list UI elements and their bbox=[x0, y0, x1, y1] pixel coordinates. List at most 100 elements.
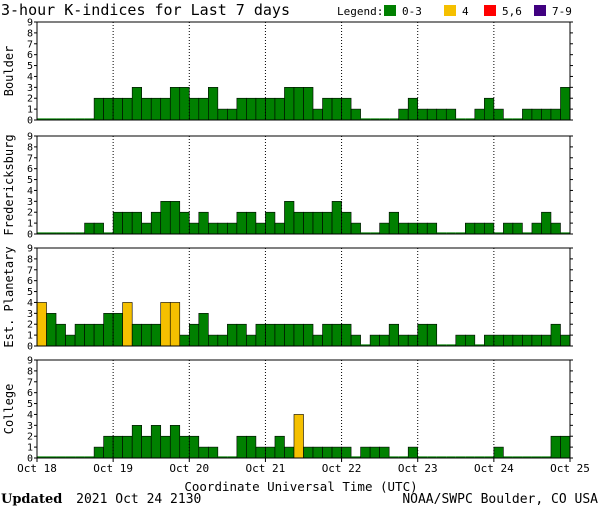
k-bar bbox=[131, 425, 142, 459]
k-bar bbox=[407, 334, 419, 347]
k-bar bbox=[426, 323, 438, 347]
k-bar bbox=[436, 232, 447, 234]
k-bar bbox=[379, 118, 390, 120]
k-bar bbox=[274, 97, 285, 121]
k-bar bbox=[84, 118, 95, 120]
k-bar bbox=[360, 446, 371, 459]
k-bar bbox=[484, 334, 495, 347]
y-tick-label: 3 bbox=[27, 421, 33, 432]
y-tick-label: 5 bbox=[27, 175, 33, 186]
k-bar bbox=[560, 232, 570, 234]
k-bar bbox=[37, 456, 47, 458]
k-bar bbox=[426, 108, 438, 121]
k-bar bbox=[112, 435, 123, 459]
y-tick-label: 0 bbox=[27, 116, 33, 127]
k-bar bbox=[284, 87, 295, 121]
k-bar bbox=[284, 201, 295, 235]
k-bar bbox=[179, 211, 190, 235]
k-bar bbox=[198, 97, 209, 121]
k-bar bbox=[103, 232, 114, 234]
k-bar bbox=[370, 232, 380, 234]
k-bar bbox=[227, 108, 238, 121]
k-bar bbox=[465, 456, 475, 458]
x-tick-label: Oct 19 bbox=[93, 462, 133, 475]
k-bar bbox=[150, 323, 162, 347]
k-bar bbox=[75, 232, 85, 234]
k-bar bbox=[360, 344, 371, 346]
k-bar bbox=[46, 232, 57, 234]
k-bar bbox=[312, 446, 323, 459]
k-bar bbox=[331, 446, 342, 459]
k-bar bbox=[474, 222, 485, 235]
k-bar bbox=[160, 435, 171, 459]
k-bar bbox=[131, 211, 142, 235]
y-tick-label: 2 bbox=[27, 94, 33, 105]
y-tick-label: 5 bbox=[27, 287, 33, 298]
k-bar bbox=[293, 323, 304, 347]
k-bar bbox=[236, 97, 247, 121]
k-bar bbox=[407, 222, 419, 235]
y-tick-label: 8 bbox=[27, 28, 33, 39]
updated-label: Updated bbox=[1, 492, 62, 507]
y-tick-label: 6 bbox=[27, 50, 33, 61]
k-bar bbox=[322, 446, 333, 459]
k-bar bbox=[455, 456, 466, 458]
k-bar bbox=[465, 222, 476, 235]
k-bar bbox=[350, 334, 361, 347]
y-tick-label: 4 bbox=[27, 186, 33, 197]
k-bar bbox=[198, 211, 209, 235]
k-bar bbox=[65, 334, 76, 347]
k-bar bbox=[84, 323, 95, 347]
x-tick-label: Oct 21 bbox=[246, 462, 286, 475]
k-bar bbox=[103, 313, 114, 347]
k-bar bbox=[398, 222, 409, 235]
k-bar bbox=[493, 334, 504, 347]
k-bar bbox=[65, 232, 76, 234]
k-bar bbox=[179, 435, 190, 459]
k-bar bbox=[303, 87, 314, 121]
k-bar bbox=[265, 211, 276, 235]
legend-label: 0-3 bbox=[402, 5, 422, 18]
panel-frame bbox=[36, 135, 571, 235]
y-tick-label: 3 bbox=[27, 197, 33, 208]
legend-swatch bbox=[484, 5, 496, 16]
k-bar bbox=[188, 97, 200, 121]
k-bar bbox=[512, 334, 523, 347]
panels: 0123456789Boulder0123456789Fredericksbur… bbox=[2, 18, 573, 465]
y-tick-label: 5 bbox=[27, 61, 33, 72]
y-tick-label: 3 bbox=[27, 83, 33, 94]
k-bar bbox=[93, 97, 104, 121]
k-bar bbox=[160, 97, 171, 121]
k-bar bbox=[169, 302, 181, 347]
y-tick-label: 0 bbox=[27, 454, 33, 465]
k-bar bbox=[265, 97, 276, 121]
k-bar bbox=[217, 108, 228, 121]
k-bar bbox=[493, 108, 504, 121]
k-bar bbox=[370, 118, 380, 120]
k-bar bbox=[350, 108, 361, 121]
k-bar bbox=[550, 435, 561, 459]
k-bar bbox=[93, 222, 104, 235]
legend: Legend: 0-3 4 5,6 7-9 bbox=[337, 5, 572, 18]
y-tick-label: 4 bbox=[27, 72, 33, 83]
y-tick-label: 1 bbox=[27, 443, 33, 454]
k-bar bbox=[217, 334, 228, 347]
k-bar bbox=[465, 334, 476, 347]
k-bar bbox=[93, 323, 104, 347]
y-tick-label: 7 bbox=[27, 153, 33, 164]
k-bar bbox=[150, 425, 162, 459]
k-bar bbox=[417, 456, 428, 458]
k-bar bbox=[246, 211, 257, 235]
k-bar bbox=[150, 97, 162, 121]
k-bar bbox=[274, 222, 285, 235]
k-bar bbox=[188, 222, 200, 235]
x-tick-label: Oct 23 bbox=[398, 462, 438, 475]
k-bar bbox=[388, 211, 399, 235]
panel-frame bbox=[36, 247, 571, 347]
k-bar bbox=[541, 456, 551, 458]
k-bar bbox=[37, 232, 47, 234]
